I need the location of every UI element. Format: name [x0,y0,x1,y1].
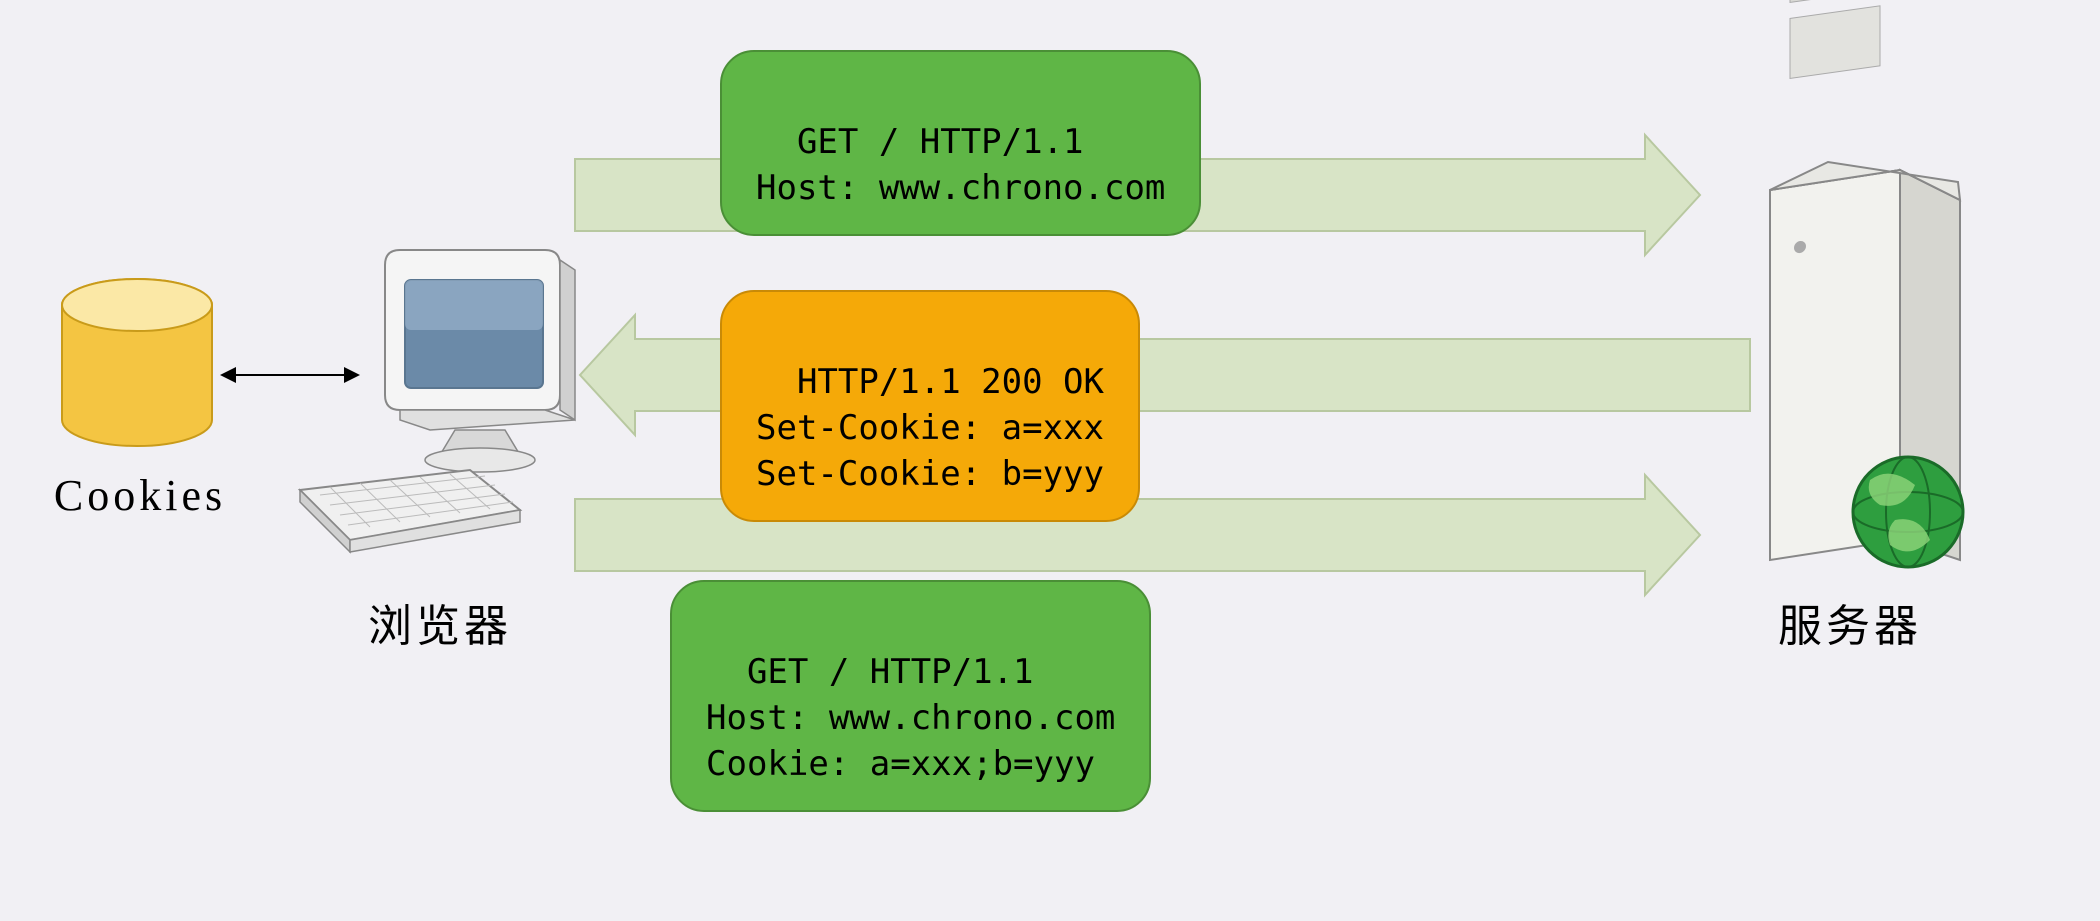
browser-icon [300,250,575,552]
cookies-icon [62,279,212,446]
msg-request-1-text: GET / HTTP/1.1 Host: www.chrono.com [756,122,1165,208]
msg-response: HTTP/1.1 200 OK Set-Cookie: a=xxx Set-Co… [720,290,1140,522]
msg-response-text: HTTP/1.1 200 OK Set-Cookie: a=xxx Set-Co… [756,362,1104,494]
server-label: 服务器 [1750,590,1950,654]
cookies-label: Cookies [50,470,230,521]
msg-request-2-text: GET / HTTP/1.1 Host: www.chrono.com Cook… [706,652,1115,784]
arrow-cookies-browser [220,367,360,383]
browser-label: 浏览器 [340,590,540,654]
msg-request-1: GET / HTTP/1.1 Host: www.chrono.com [720,50,1201,236]
msg-request-2: GET / HTTP/1.1 Host: www.chrono.com Cook… [670,580,1151,812]
server-icon [1770,0,1965,567]
